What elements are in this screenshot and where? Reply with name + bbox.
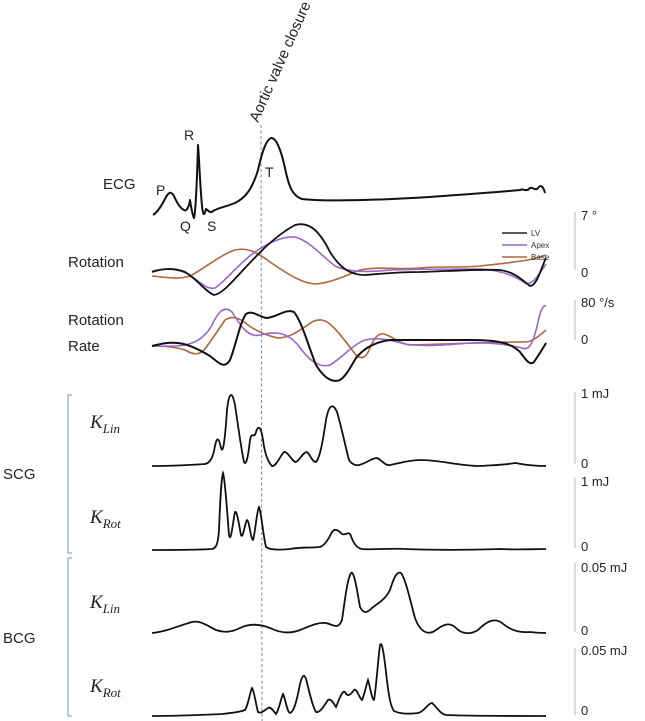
scg-krot-trace bbox=[151, 470, 547, 551]
bcg-krot-label: KRot bbox=[90, 676, 121, 701]
rotation-legend: LV Apex Base bbox=[502, 229, 550, 262]
bcg-klin-scale-bottom: 0 bbox=[581, 623, 589, 638]
scg-krot-symbol: K bbox=[90, 507, 103, 528]
scg-krot-scale-top: 1 mJ bbox=[581, 474, 610, 489]
scg-klin-scale-top: 1 mJ bbox=[581, 386, 610, 401]
bcg-klin-label: KLin bbox=[90, 592, 120, 617]
bcg-krot-symbol: K bbox=[90, 676, 103, 697]
scg-krot-subscript: Rot bbox=[102, 515, 121, 531]
rotation-lv-trace bbox=[151, 223, 547, 296]
ecg-trace bbox=[152, 137, 546, 219]
rotation-rate-label-line2: Rate bbox=[68, 338, 100, 355]
rotation-label: Rotation bbox=[68, 254, 124, 271]
rotation-rate-scale-bottom: 0 bbox=[581, 332, 589, 347]
scg-klin-trace bbox=[151, 394, 547, 467]
bcg-krot-scale-bottom: 0 bbox=[581, 703, 589, 718]
legend-apex-label: Apex bbox=[531, 241, 549, 250]
aortic-valve-closure-line bbox=[260, 124, 263, 721]
bcg-klin-trace bbox=[151, 571, 547, 635]
rotation-base-trace bbox=[151, 248, 547, 285]
rotation-rate-base-trace bbox=[151, 316, 547, 359]
bcg-group-label: BCG bbox=[3, 630, 36, 647]
scg-krot-scale-bottom: 0 bbox=[581, 539, 589, 554]
ecg-wave-t: T bbox=[265, 164, 274, 180]
rotation-apex-trace bbox=[151, 236, 547, 290]
bcg-klin-subscript: Lin bbox=[102, 600, 121, 616]
scg-bracket bbox=[67, 394, 72, 554]
rotation-rate-label-line1: Rotation bbox=[68, 312, 124, 329]
rotation-rate-scale-top: 80 °/s bbox=[581, 295, 615, 310]
bcg-klin-scale-top: 0.05 mJ bbox=[581, 560, 628, 575]
bcg-krot-scale-top: 0.05 mJ bbox=[581, 643, 628, 658]
aortic-valve-closure-label: Aortic valve closure bbox=[246, 0, 314, 125]
bcg-klin-symbol: K bbox=[90, 592, 103, 613]
bcg-krot-subscript: Rot bbox=[102, 684, 121, 700]
scg-klin-symbol: K bbox=[90, 412, 103, 433]
scg-klin-scale-bottom: 0 bbox=[581, 456, 589, 471]
ecg-wave-r: R bbox=[184, 127, 195, 143]
bcg-krot-trace bbox=[151, 643, 547, 717]
rotation-rate-lv-trace bbox=[151, 310, 547, 382]
legend-base-label: Base bbox=[531, 253, 550, 262]
legend-lv-label: LV bbox=[531, 229, 541, 238]
ecg-label: ECG bbox=[103, 176, 136, 193]
rotation-scale-bottom: 0 bbox=[581, 265, 589, 280]
rotation-scale-top: 7 ° bbox=[581, 208, 598, 223]
rotation-rate-apex-trace bbox=[151, 305, 547, 367]
ecg-wave-q: Q bbox=[180, 218, 191, 234]
bcg-bracket bbox=[67, 557, 72, 717]
ecg-wave-p: P bbox=[156, 182, 166, 198]
scg-klin-label: KLin bbox=[90, 412, 120, 437]
ecg-wave-s: S bbox=[207, 218, 217, 234]
scg-group-label: SCG bbox=[3, 466, 36, 483]
scg-klin-subscript: Lin bbox=[102, 420, 121, 436]
scg-krot-label: KRot bbox=[90, 507, 121, 532]
